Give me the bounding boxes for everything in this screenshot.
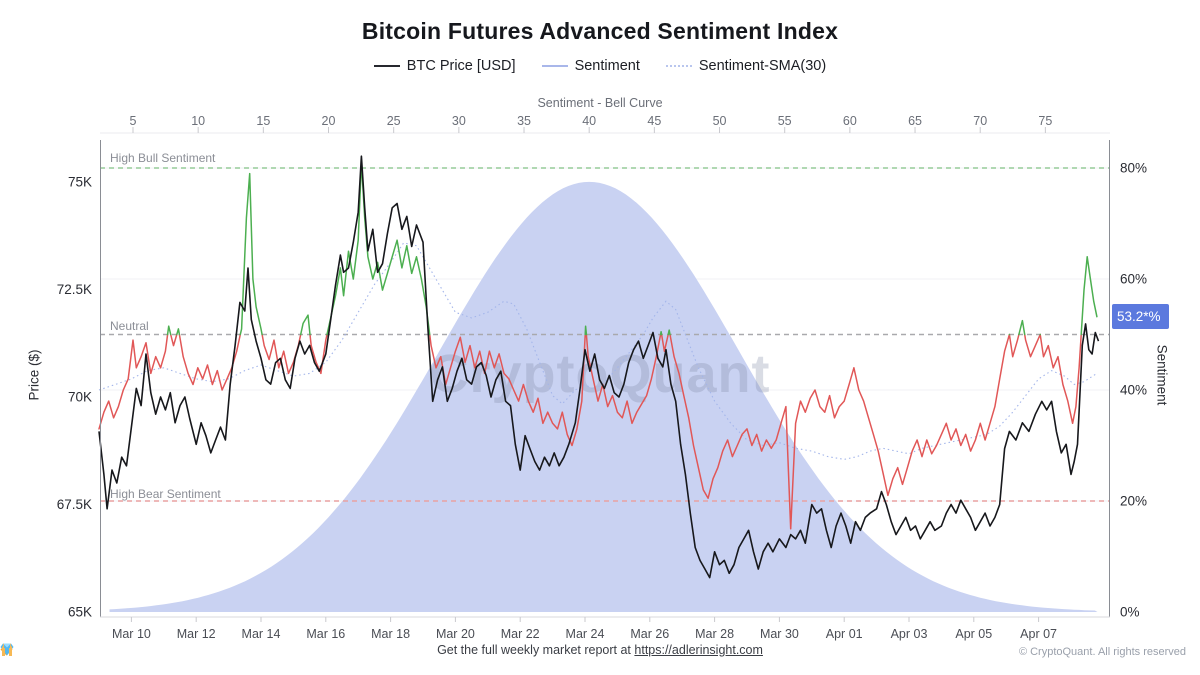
raised-hands-icon xyxy=(2,643,12,656)
svg-text:40%: 40% xyxy=(1120,383,1147,398)
svg-text:70K: 70K xyxy=(68,390,92,405)
data-series xyxy=(98,155,1100,579)
svg-text:55: 55 xyxy=(778,114,792,128)
chart-title: Bitcoin Futures Advanced Sentiment Index xyxy=(361,18,839,44)
svg-text:Mar 18: Mar 18 xyxy=(371,627,410,641)
legend-item-btc-price[interactable]: BTC Price [USD] xyxy=(373,58,516,74)
svg-text:60: 60 xyxy=(843,114,857,128)
neutral-label: Neutral xyxy=(110,319,149,333)
svg-text:Apr 03: Apr 03 xyxy=(891,627,928,641)
copyright-text: © CryptoQuant. All rights reserved xyxy=(1018,646,1186,658)
svg-text:5: 5 xyxy=(130,114,137,128)
svg-text:72.5K: 72.5K xyxy=(57,282,92,297)
svg-text:10: 10 xyxy=(191,114,205,128)
svg-text:Apr 01: Apr 01 xyxy=(826,627,863,641)
report-link[interactable]: https://adlerinsight.com xyxy=(634,643,763,657)
legend-item-sentiment-sma[interactable]: Sentiment-SMA(30) xyxy=(665,58,827,74)
svg-text:20: 20 xyxy=(322,114,336,128)
svg-text:Mar 16: Mar 16 xyxy=(306,627,345,641)
tick-labels: 5 10 15 20 25 30 35 40 45 50 55 60 65 70 75 65K 67.5K 70K… xyxy=(57,114,1147,641)
svg-text:67.5K: 67.5K xyxy=(57,497,92,512)
svg-text:75: 75 xyxy=(1038,114,1052,128)
svg-text:65: 65 xyxy=(908,114,922,128)
svg-text:0%: 0% xyxy=(1120,605,1140,620)
svg-text:Mar 10: Mar 10 xyxy=(112,627,151,641)
high-bear-sentiment-label: High Bear Sentiment xyxy=(110,487,221,501)
price-axis-title: Price ($) xyxy=(26,349,42,401)
legend-label: BTC Price [USD] xyxy=(406,58,516,74)
svg-text:Apr 05: Apr 05 xyxy=(955,627,992,641)
svg-text:Mar 26: Mar 26 xyxy=(630,627,669,641)
svg-text:35: 35 xyxy=(517,114,531,128)
svg-text:60%: 60% xyxy=(1120,272,1147,287)
threshold-lines xyxy=(100,167,1110,502)
svg-text:80%: 80% xyxy=(1120,161,1147,176)
current-sentiment-badge: 53.2*% xyxy=(1112,304,1169,329)
svg-text:Mar 22: Mar 22 xyxy=(501,627,540,641)
svg-text:25: 25 xyxy=(387,114,401,128)
svg-text:15: 15 xyxy=(256,114,270,128)
btc-price-line-swatch-icon xyxy=(373,65,400,67)
legend-label: Sentiment xyxy=(574,58,640,74)
svg-text:Apr 07: Apr 07 xyxy=(1020,627,1057,641)
svg-text:Mar 24: Mar 24 xyxy=(566,627,605,641)
svg-text:70: 70 xyxy=(973,114,987,128)
svg-text:45: 45 xyxy=(647,114,661,128)
sentiment-axis-title: Sentiment xyxy=(1154,344,1170,406)
svg-text:30: 30 xyxy=(452,114,466,128)
svg-text:75K: 75K xyxy=(68,175,92,190)
svg-text:Mar 12: Mar 12 xyxy=(177,627,216,641)
footer-promo-text: Get the full weekly market report at xyxy=(437,643,631,657)
svg-text:Mar 30: Mar 30 xyxy=(760,627,799,641)
legend: BTC Price [USD] Sentiment Sentiment-SMA(… xyxy=(0,58,1200,74)
top-axis-title: Sentiment - Bell Curve xyxy=(537,96,663,110)
high-bull-sentiment-label: High Bull Sentiment xyxy=(110,151,216,165)
axes xyxy=(100,127,1110,622)
svg-text:40: 40 xyxy=(582,114,596,128)
sentiment-sma-line-swatch-icon xyxy=(665,65,692,67)
svg-text:20%: 20% xyxy=(1120,494,1147,509)
svg-text:Mar 20: Mar 20 xyxy=(436,627,475,641)
svg-text:Mar 14: Mar 14 xyxy=(242,627,281,641)
legend-item-sentiment[interactable]: Sentiment xyxy=(541,58,640,74)
footer-promo: Get the full weekly market report at htt… xyxy=(0,643,1200,657)
sentiment-bell-curve xyxy=(109,181,1098,612)
svg-text:Mar 28: Mar 28 xyxy=(695,627,734,641)
sentiment-line-swatch-icon xyxy=(541,65,568,67)
svg-text:50: 50 xyxy=(713,114,727,128)
svg-text:65K: 65K xyxy=(68,605,92,620)
legend-label: Sentiment-SMA(30) xyxy=(698,58,827,74)
